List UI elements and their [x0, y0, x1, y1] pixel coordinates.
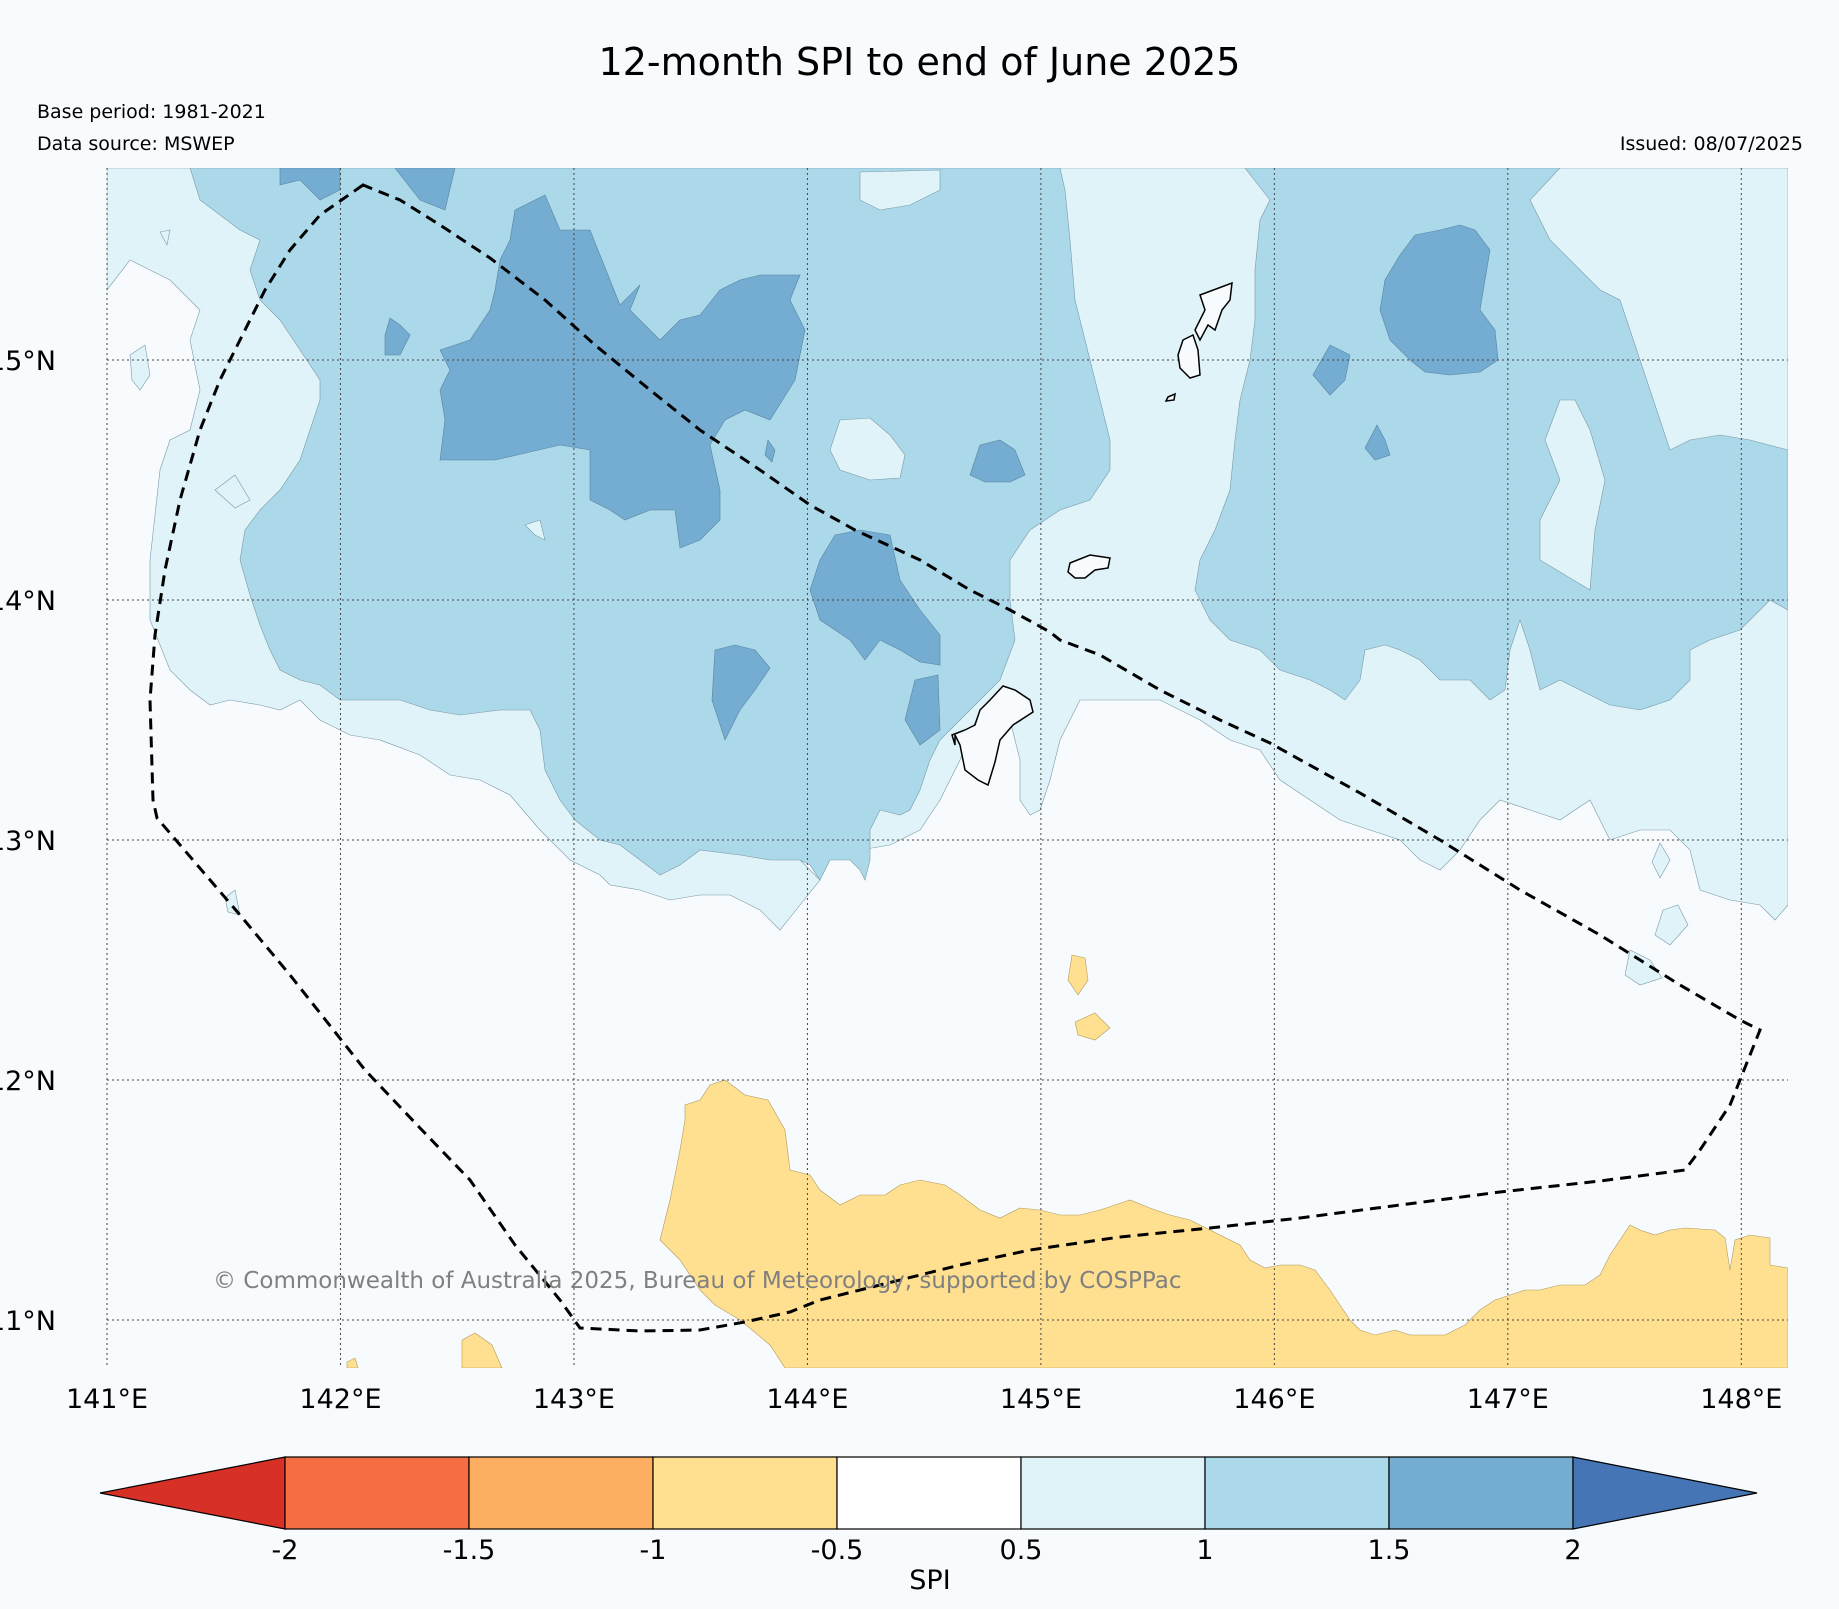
lon-tick-label: 146°E	[1233, 1384, 1315, 1415]
eez-boundary	[148, 183, 1762, 1333]
lon-tick-label: 144°E	[766, 1384, 848, 1415]
latitude-tick-labels: 11°N 12°N 13°N 14°N 15°N	[0, 346, 56, 1337]
colorbar-tick-label: 1	[1196, 1535, 1213, 1566]
longitude-tick-labels: 141°E 142°E 143°E 144°E 145°E 146°E 147°E 148°E	[66, 1384, 1782, 1415]
colorbar-segment	[1020, 1456, 1206, 1530]
spi-0.5-1-patch-east	[1539, 399, 1606, 591]
colorbar-extend-low	[99, 1456, 286, 1530]
lat-tick-label: 11°N	[0, 1306, 56, 1337]
spi-0.5-1-islet-b	[1654, 904, 1689, 946]
copyright-text: © Commonwealth of Australia 2025, Bureau…	[213, 1268, 1182, 1294]
colorbar-segment	[284, 1456, 470, 1530]
colorbar: -2 -1.5 -1 -0.5 0.5 1 1.5 2	[99, 1456, 1758, 1566]
colorbar-extend-high	[1572, 1456, 1758, 1530]
lat-tick-label: 15°N	[0, 346, 56, 377]
island-guam	[951, 685, 1034, 787]
data-source-text: Data source: MSWEP	[37, 133, 235, 155]
page-title: 12-month SPI to end of June 2025	[598, 40, 1241, 84]
lon-tick-label: 141°E	[66, 1384, 148, 1415]
spi-neg1-neg0.5-region-south	[659, 1079, 1788, 1368]
spi-neg1-neg0.5-region-sw	[461, 1332, 503, 1368]
lon-tick-label: 143°E	[533, 1384, 615, 1415]
spi-0.5-1-islet-c	[1624, 949, 1663, 986]
island-outlines	[951, 281, 1233, 787]
lon-tick-label: 142°E	[299, 1384, 381, 1415]
colorbar-tick-label: -0.5	[811, 1535, 864, 1566]
spi-0.5-1-islet-e	[129, 344, 151, 391]
island-aguijan	[1164, 392, 1176, 402]
spi-0.5-1-patch-small	[524, 519, 546, 541]
spi-1.5-2-small-e	[764, 439, 776, 463]
spi-neg1-neg0.5-islet-a	[1067, 954, 1089, 996]
spi-neg1-neg0.5-islet-c	[346, 1357, 359, 1368]
island-tinian	[1177, 333, 1201, 379]
base-period-text: Base period: 1981-2021	[37, 101, 266, 123]
lon-tick-label: 147°E	[1467, 1384, 1549, 1415]
colorbar-segment	[652, 1456, 838, 1530]
spi-1-1.5-region-west	[189, 168, 1111, 881]
spi-1.5-2-small-a	[969, 439, 1026, 483]
colorbar-tick-label: -1	[640, 1535, 667, 1566]
spi-1.5-2-small-c	[1364, 424, 1391, 461]
spi-1.5-2-small-d	[384, 317, 411, 356]
spi-1.5-2-small-g	[394, 168, 456, 211]
issued-date-text: Issued: 08/07/2025	[1619, 133, 1803, 155]
spi-0.5-1-patch-central	[859, 169, 941, 211]
colorbar-tick-label: 1.5	[1368, 1535, 1411, 1566]
spi-neg1-neg0.5-islet-b	[1074, 1012, 1111, 1041]
spi-1.5-2-region-south	[711, 644, 771, 741]
lat-tick-label: 14°N	[0, 586, 56, 617]
lat-tick-label: 13°N	[0, 826, 56, 857]
spi-1.5-2-small-f	[279, 168, 341, 201]
spi-1.5-2-region-large	[439, 194, 806, 549]
spi-1.5-2-region-east	[1379, 224, 1499, 376]
lon-tick-label: 145°E	[1000, 1384, 1082, 1415]
spi-0.5-1-patch-mid	[829, 417, 906, 481]
colorbar-segment	[1204, 1456, 1390, 1530]
spi-1.5-2-region-central	[809, 529, 941, 666]
spi-0.5-1-patch-west	[214, 474, 251, 509]
colorbar-tick-label: -2	[272, 1535, 299, 1566]
island-saipan	[1194, 281, 1233, 342]
colorbar-segment	[468, 1456, 654, 1530]
colorbar-segment	[836, 1456, 1022, 1530]
colorbar-tick-label: 0.5	[1000, 1535, 1043, 1566]
colorbar-tick-label: 2	[1564, 1535, 1581, 1566]
spi-1.5-2-small-b	[1312, 344, 1351, 396]
spi-0.5-1-islet-f	[159, 229, 171, 246]
lon-tick-label: 148°E	[1700, 1384, 1782, 1415]
island-rota	[1067, 554, 1111, 579]
colorbar-label: SPI	[909, 1565, 950, 1596]
map-gridlines	[106, 168, 1788, 1368]
spi-1.5-2-region-south2	[904, 674, 941, 746]
colorbar-segment	[1388, 1456, 1574, 1530]
lat-tick-label: 12°N	[0, 1066, 56, 1097]
spi-0.5-1-islet-a	[1651, 842, 1671, 879]
spi-1-1.5-region-east	[1194, 168, 1788, 711]
colorbar-tick-label: -1.5	[443, 1535, 496, 1566]
